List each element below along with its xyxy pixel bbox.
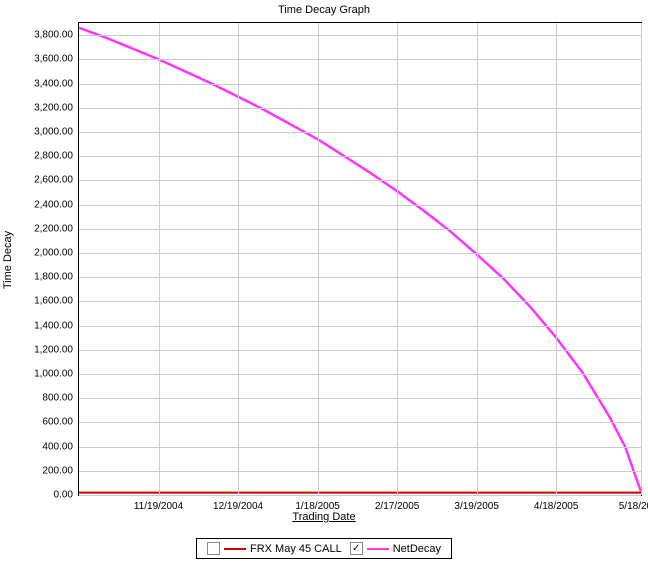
y-tick-label: 2,800.00 bbox=[34, 151, 73, 162]
gridline-v bbox=[318, 23, 319, 495]
plot-area: 0.00200.00400.00600.00800.001,000.001,20… bbox=[78, 22, 642, 496]
gridline-v bbox=[397, 23, 398, 495]
legend-checkbox[interactable]: ✓ bbox=[350, 542, 363, 555]
gridline-v bbox=[477, 23, 478, 495]
legend-label: NetDecay bbox=[393, 543, 441, 555]
x-tick-label: 11/19/2004 bbox=[134, 501, 183, 512]
y-tick-label: 1,000.00 bbox=[34, 368, 73, 379]
legend-item: FRX May 45 CALL bbox=[207, 542, 342, 555]
x-tick-label: 2/17/2005 bbox=[375, 501, 420, 512]
gridline-v bbox=[238, 23, 239, 495]
y-tick-label: 600.00 bbox=[42, 417, 73, 428]
gridline-v bbox=[641, 23, 642, 495]
y-tick-label: 1,400.00 bbox=[34, 320, 73, 331]
y-tick-label: 1,800.00 bbox=[34, 272, 73, 283]
legend-swatch bbox=[224, 548, 246, 550]
gridline-v bbox=[556, 23, 557, 495]
x-tick-label: 1/18/2005 bbox=[295, 501, 340, 512]
y-tick-label: 3,000.00 bbox=[34, 126, 73, 137]
y-tick-label: 2,600.00 bbox=[34, 175, 73, 186]
legend-swatch bbox=[367, 548, 389, 550]
y-tick-label: 3,800.00 bbox=[34, 30, 73, 41]
y-tick-label: 2,000.00 bbox=[34, 247, 73, 258]
x-tick-label: 4/18/2005 bbox=[534, 501, 579, 512]
legend-label: FRX May 45 CALL bbox=[250, 543, 342, 555]
y-tick-label: 1,600.00 bbox=[34, 296, 73, 307]
y-tick-label: 3,400.00 bbox=[34, 78, 73, 89]
x-axis-label: Trading Date bbox=[0, 511, 648, 523]
y-tick-label: 400.00 bbox=[42, 441, 73, 452]
gridline-v bbox=[159, 23, 160, 495]
y-tick-label: 0.00 bbox=[54, 490, 73, 501]
chart-container: Time Decay Graph Time Decay Trading Date… bbox=[0, 0, 648, 567]
y-tick-label: 3,600.00 bbox=[34, 54, 73, 65]
y-tick-label: 200.00 bbox=[42, 465, 73, 476]
y-tick-label: 2,400.00 bbox=[34, 199, 73, 210]
x-tick-label: 12/19/2004 bbox=[213, 501, 263, 512]
x-tick-label: 5/18/2005 bbox=[619, 501, 648, 512]
gridline-h bbox=[79, 495, 641, 496]
legend-item: ✓ NetDecay bbox=[350, 542, 441, 555]
x-tick-label: 3/19/2005 bbox=[454, 501, 499, 512]
chart-title: Time Decay Graph bbox=[0, 4, 648, 16]
y-tick-label: 3,200.00 bbox=[34, 102, 73, 113]
y-tick-label: 800.00 bbox=[42, 393, 73, 404]
y-tick-label: 1,200.00 bbox=[34, 344, 73, 355]
y-tick-label: 2,200.00 bbox=[34, 223, 73, 234]
legend: FRX May 45 CALL ✓ NetDecay bbox=[196, 538, 452, 559]
legend-checkbox[interactable] bbox=[207, 542, 220, 555]
